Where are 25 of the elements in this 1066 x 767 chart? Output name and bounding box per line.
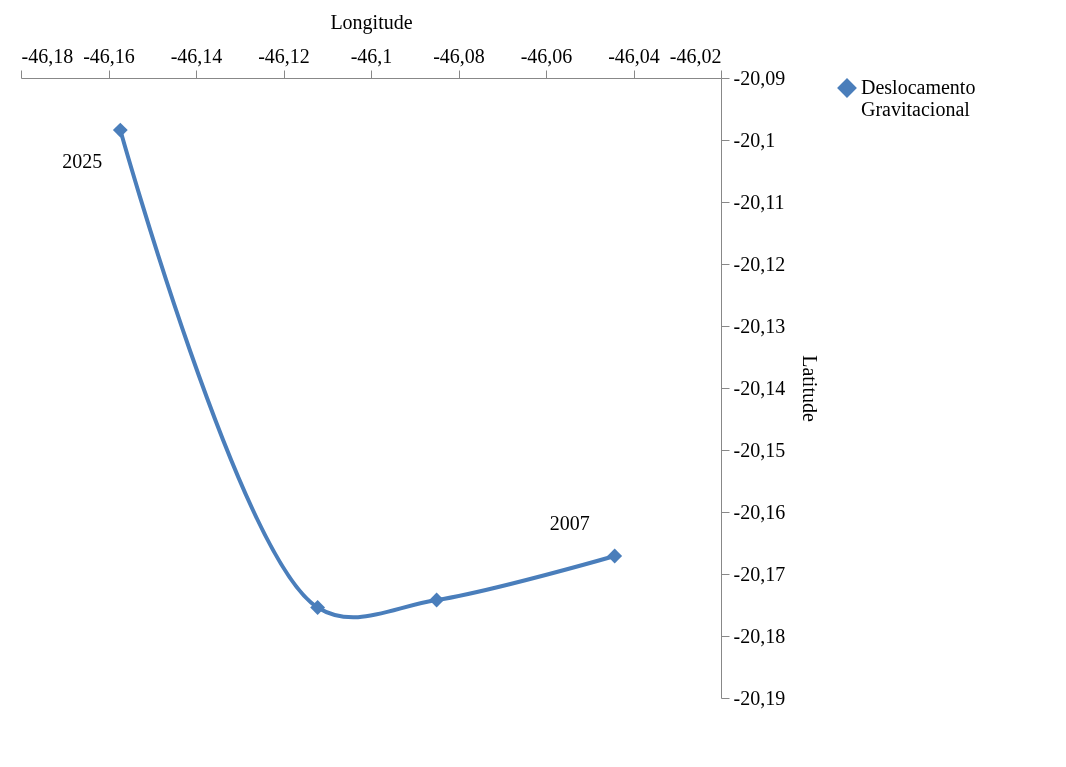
y-tick-label: -20,09 [733, 66, 786, 89]
x-tick-label: -46,1 [350, 44, 393, 67]
annotation: 2007 [549, 512, 590, 535]
y-tick-label: -20,14 [733, 376, 786, 399]
y-tick-label: -20,16 [733, 500, 786, 523]
y-tick-label: -20,17 [733, 562, 786, 585]
x-axis-title: Longitude [330, 10, 413, 34]
y-tick-label: -20,11 [733, 190, 785, 213]
y-axis-title: Latitude [799, 355, 822, 422]
x-tick-label: -46,14 [170, 44, 223, 67]
annotation: 2025 [62, 150, 103, 173]
y-tick-label: -20,15 [733, 438, 786, 461]
x-tick-label: -46,06 [520, 44, 573, 67]
x-tick-label: -46,12 [258, 44, 310, 67]
y-tick-label: -20,12 [733, 252, 786, 275]
x-tick-label: -46,02 [669, 44, 722, 67]
x-tick-label: -46,16 [83, 44, 135, 67]
y-tick-label: -20,18 [733, 624, 786, 647]
y-tick-label: -20,13 [733, 314, 786, 337]
legend-label: Deslocamento Gravitacional [861, 76, 976, 120]
x-tick-label: -46,18 [21, 44, 74, 67]
y-tick-label: -20,1 [733, 128, 776, 151]
x-tick-label: -46,04 [608, 44, 660, 67]
y-tick-label: -20,19 [733, 686, 786, 709]
x-tick-label: -46,08 [433, 44, 485, 67]
